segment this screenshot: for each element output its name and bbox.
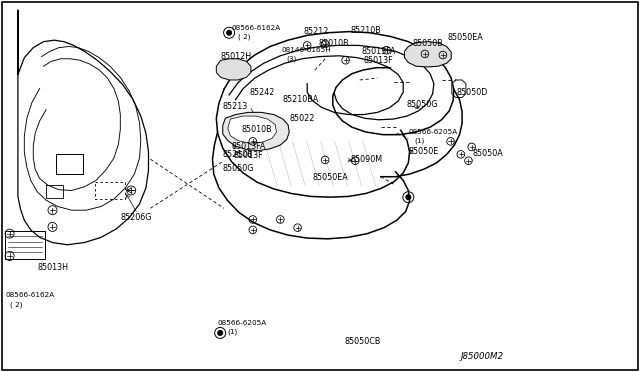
Circle shape: [227, 31, 232, 35]
Text: 85242: 85242: [250, 88, 275, 97]
Text: 85210BA: 85210BA: [283, 95, 319, 104]
Text: 85050EA: 85050EA: [448, 33, 484, 42]
Text: 85050G: 85050G: [406, 100, 438, 109]
Text: 85013FA: 85013FA: [362, 47, 396, 56]
Text: 85013H: 85013H: [37, 263, 68, 272]
Text: (1): (1): [415, 137, 425, 144]
Text: J85000M2: J85000M2: [461, 352, 504, 361]
Text: ( 2): ( 2): [10, 301, 23, 308]
Text: 85050G: 85050G: [223, 164, 254, 173]
Text: 08566-6205A: 08566-6205A: [408, 129, 458, 135]
Text: 85013F: 85013F: [364, 56, 393, 65]
Text: ( 2): ( 2): [238, 33, 251, 40]
Polygon shape: [216, 59, 251, 80]
Circle shape: [406, 195, 411, 199]
Polygon shape: [404, 42, 451, 67]
Text: 85050E: 85050E: [408, 147, 438, 156]
Text: 85213: 85213: [223, 102, 248, 110]
Text: (3): (3): [287, 55, 297, 62]
Text: 85210B: 85210B: [351, 26, 381, 35]
Text: 85050CB: 85050CB: [344, 337, 381, 346]
Text: 85012H: 85012H: [221, 52, 252, 61]
Text: 85010B: 85010B: [319, 39, 349, 48]
Text: 08566-6205A: 08566-6205A: [218, 320, 267, 326]
Text: 08566-6162A: 08566-6162A: [232, 25, 281, 31]
Text: 85050A: 85050A: [472, 149, 503, 158]
Text: 85050B: 85050B: [413, 39, 444, 48]
Text: (1): (1): [227, 328, 237, 335]
Polygon shape: [223, 112, 289, 151]
Text: 85013FA: 85013FA: [232, 142, 266, 151]
Text: 85210B: 85210B: [223, 150, 253, 159]
Text: 85010B: 85010B: [242, 125, 273, 134]
Text: 85206G: 85206G: [120, 213, 152, 222]
Text: 85050EA: 85050EA: [312, 173, 348, 182]
Text: 08566-6162A: 08566-6162A: [5, 292, 54, 298]
Polygon shape: [228, 116, 276, 143]
Circle shape: [218, 331, 223, 335]
Text: 85022: 85022: [289, 114, 315, 123]
Text: 85013F: 85013F: [234, 151, 263, 160]
Text: 08146-6165H: 08146-6165H: [282, 47, 332, 53]
Text: 85050D: 85050D: [457, 88, 488, 97]
Text: 85212: 85212: [304, 27, 330, 36]
Text: 85090M: 85090M: [351, 155, 383, 164]
